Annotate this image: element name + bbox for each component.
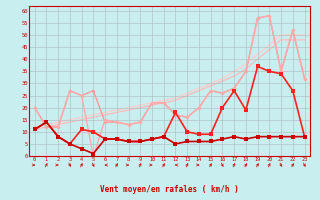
Text: Vent moyen/en rafales ( km/h ): Vent moyen/en rafales ( km/h ) — [100, 186, 239, 194]
